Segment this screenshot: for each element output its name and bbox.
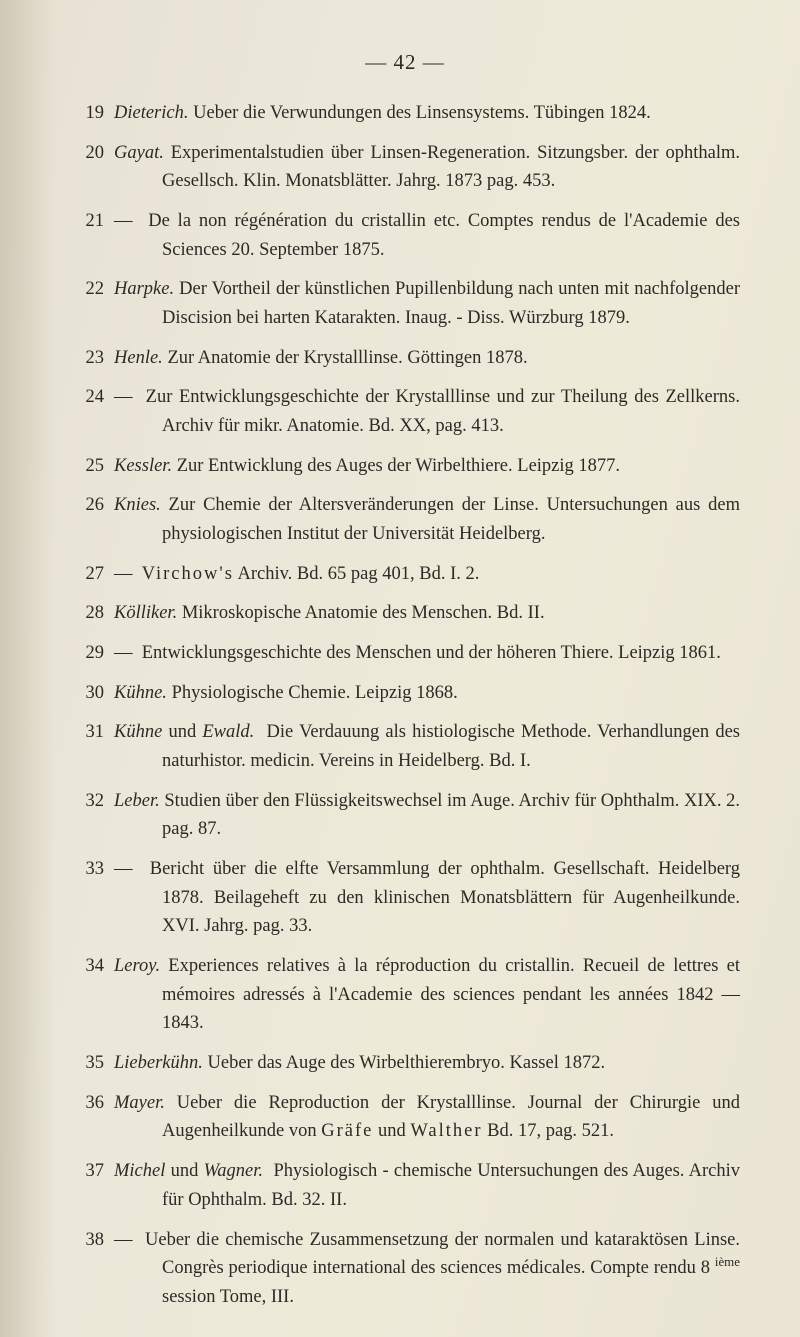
entry-number: 23 — [70, 344, 114, 373]
entry-body: — Entwicklungsgeschichte des Menschen un… — [114, 639, 740, 668]
bibliography-entry: 28Kölliker. Mikroskopische Anatomie des … — [70, 599, 740, 628]
entry-body: Kessler. Zur Entwicklung des Auges der W… — [114, 452, 740, 481]
entry-number: 36 — [70, 1089, 114, 1146]
entry-body: Harpke. Der Vortheil der künstlichen Pup… — [114, 275, 740, 332]
entry-body: Leroy. Experiences relatives à la réprod… — [114, 952, 740, 1038]
bibliography-entry: 19Dieterich. Ueber die Verwundungen des … — [70, 99, 740, 128]
entry-number: 30 — [70, 679, 114, 708]
entry-body: — Virchow's Archiv. Bd. 65 pag 401, Bd. … — [114, 560, 740, 589]
entry-author: Kessler. — [114, 456, 172, 476]
bibliography-entry: 32Leber. Studien über den Flüssigkeitswe… — [70, 787, 740, 844]
entry-body: Kühne. Physiologische Chemie. Leipzig 18… — [114, 679, 740, 708]
entry-body: Dieterich. Ueber die Verwundungen des Li… — [114, 99, 740, 128]
bibliography-entry: 23Henle. Zur Anatomie der Krystalllinse.… — [70, 344, 740, 373]
entry-body: Leber. Studien über den Flüssigkeitswech… — [114, 787, 740, 844]
bibliography-entry: 33— Bericht über die elfte Versammlung d… — [70, 855, 740, 941]
entry-number: 27 — [70, 560, 114, 589]
entry-body: — Bericht über die elfte Versammlung der… — [114, 855, 740, 941]
page-header: — 42 — — [70, 50, 740, 75]
entry-body: Kühne und Ewald. Die Verdauung als histi… — [114, 718, 740, 775]
entry-number: 19 — [70, 99, 114, 128]
entry-author: Ewald. — [202, 722, 254, 742]
entry-number: 35 — [70, 1049, 114, 1078]
entry-author: Henle. — [114, 348, 163, 368]
entry-number: 31 — [70, 718, 114, 775]
bibliography-entry: 36Mayer. Ueber die Reproduction der Krys… — [70, 1089, 740, 1146]
entry-number: 28 — [70, 599, 114, 628]
bibliography-entry: 27— Virchow's Archiv. Bd. 65 pag 401, Bd… — [70, 560, 740, 589]
entry-number: 22 — [70, 275, 114, 332]
entry-body: Michel und Wagner. Physiologisch - chemi… — [114, 1157, 740, 1214]
entry-number: 34 — [70, 952, 114, 1038]
entry-number: 29 — [70, 639, 114, 668]
page: — 42 — 19Dieterich. Ueber die Verwundung… — [0, 0, 800, 1337]
entry-body: Knies. Zur Chemie der Altersveränderunge… — [114, 491, 740, 548]
bibliography-entry: 34Leroy. Experiences relatives à la répr… — [70, 952, 740, 1038]
entry-author: Wagner. — [204, 1161, 263, 1181]
entry-author: Leber. — [114, 791, 160, 811]
entry-author: Gayat. — [114, 143, 164, 163]
entry-author: Dieterich. — [114, 103, 189, 123]
bibliography-entry: 24— Zur Entwicklungsgeschichte der Kryst… — [70, 383, 740, 440]
entry-author: Leroy. — [114, 956, 160, 976]
bibliography-entry: 25Kessler. Zur Entwicklung des Auges der… — [70, 452, 740, 481]
entry-body: Mayer. Ueber die Reproduction der Krysta… — [114, 1089, 740, 1146]
bibliography-entry: 20Gayat. Experimentalstudien über Linsen… — [70, 139, 740, 196]
entry-body: Gayat. Experimentalstudien über Linsen-R… — [114, 139, 740, 196]
bibliography-entry: 37Michel und Wagner. Physiologisch - che… — [70, 1157, 740, 1214]
entry-number: 24 — [70, 383, 114, 440]
entry-number: 32 — [70, 787, 114, 844]
entry-author: Harpke. — [114, 279, 174, 299]
entry-number: 20 — [70, 139, 114, 196]
entry-number: 33 — [70, 855, 114, 941]
entry-author: Michel — [114, 1161, 165, 1181]
entry-author: Knies. — [114, 495, 161, 515]
entry-body: Lieberkühn. Ueber das Auge des Wirbelthi… — [114, 1049, 740, 1078]
entry-body: — Ueber die chemische Zusammensetzung de… — [114, 1226, 740, 1312]
entry-number: 25 — [70, 452, 114, 481]
entry-author: Kühne. — [114, 683, 167, 703]
bibliography-entry: 31Kühne und Ewald. Die Verdauung als his… — [70, 718, 740, 775]
bibliography-entry: 35Lieberkühn. Ueber das Auge des Wirbelt… — [70, 1049, 740, 1078]
entry-body: Kölliker. Mikroskopische Anatomie des Me… — [114, 599, 740, 628]
entry-author: Kühne — [114, 722, 162, 742]
entry-author: Kölliker. — [114, 603, 177, 623]
bibliography-entry: 26Knies. Zur Chemie der Altersveränderun… — [70, 491, 740, 548]
bibliography-entry: 21— De la non régénération du cristallin… — [70, 207, 740, 264]
entry-number: 21 — [70, 207, 114, 264]
entry-number: 26 — [70, 491, 114, 548]
entry-body: — Zur Entwicklungsgeschichte der Krystal… — [114, 383, 740, 440]
bibliography-entry: 22Harpke. Der Vortheil der künstlichen P… — [70, 275, 740, 332]
entry-body: Henle. Zur Anatomie der Krystalllinse. G… — [114, 344, 740, 373]
bibliography-entry: 38— Ueber die chemische Zusammensetzung … — [70, 1226, 740, 1312]
bibliography-list: 19Dieterich. Ueber die Verwundungen des … — [70, 99, 740, 1312]
bibliography-entry: 29— Entwicklungsgeschichte des Menschen … — [70, 639, 740, 668]
entry-number: 38 — [70, 1226, 114, 1312]
bibliography-entry: 30Kühne. Physiologische Chemie. Leipzig … — [70, 679, 740, 708]
entry-body: — De la non régénération du cristallin e… — [114, 207, 740, 264]
entry-number: 37 — [70, 1157, 114, 1214]
entry-author: Mayer. — [114, 1093, 165, 1113]
entry-author: Lieberkühn. — [114, 1053, 203, 1073]
